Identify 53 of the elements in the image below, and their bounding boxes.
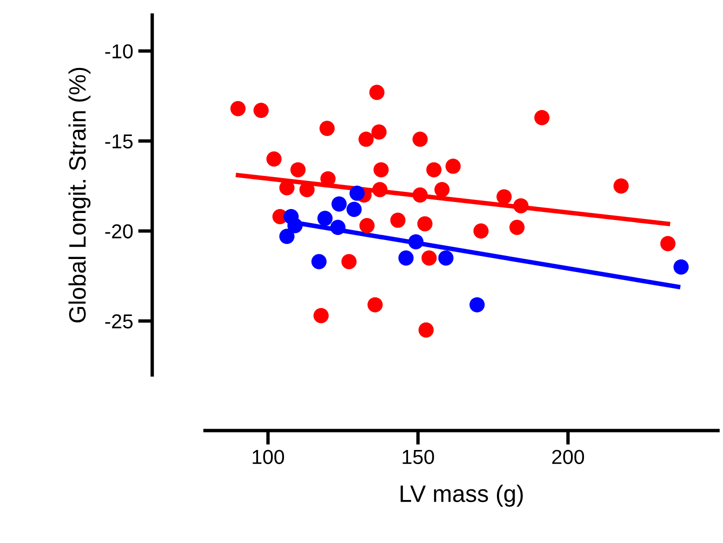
x-axis-title: LV mass (g) [400,484,523,507]
x-tick-label: 150 [402,450,434,464]
x-tick-label: 200 [552,450,584,464]
point [311,254,327,270]
y-tick-label: -15 [105,134,133,148]
point [290,162,306,178]
point [434,182,450,198]
point [412,132,428,147]
point [421,250,437,266]
point [509,220,525,236]
point [398,250,414,266]
point [445,158,461,174]
point [473,223,489,239]
point [469,297,485,312]
point [331,196,347,212]
point [408,234,424,250]
point [279,180,295,196]
point [513,198,529,214]
point [313,308,329,324]
point [534,110,550,126]
x-tick-label: 100 [252,450,284,464]
point [287,218,303,234]
point [417,216,433,232]
point [426,162,442,178]
point [330,220,346,236]
point [367,297,383,312]
y-axis-title: Global Longit. Strain (%) [68,68,90,322]
point [359,218,375,234]
point [358,132,374,147]
point [412,187,428,203]
point [319,120,335,136]
point [253,102,269,118]
point [279,228,295,244]
point [346,202,362,218]
point [496,189,512,204]
point [230,100,246,116]
point [613,178,629,194]
y-tick-label: -20 [105,224,133,238]
point [673,259,689,275]
y-tick-label: -25 [105,314,133,328]
point [349,186,365,201]
point [371,124,387,140]
point [418,322,434,338]
point [438,250,454,266]
y-tick-label: -10 [105,44,133,58]
point [266,151,282,167]
point [372,182,388,198]
point [341,254,357,270]
point [317,210,333,226]
point [660,236,676,252]
point [369,84,385,100]
point [390,212,406,228]
point [373,162,389,178]
